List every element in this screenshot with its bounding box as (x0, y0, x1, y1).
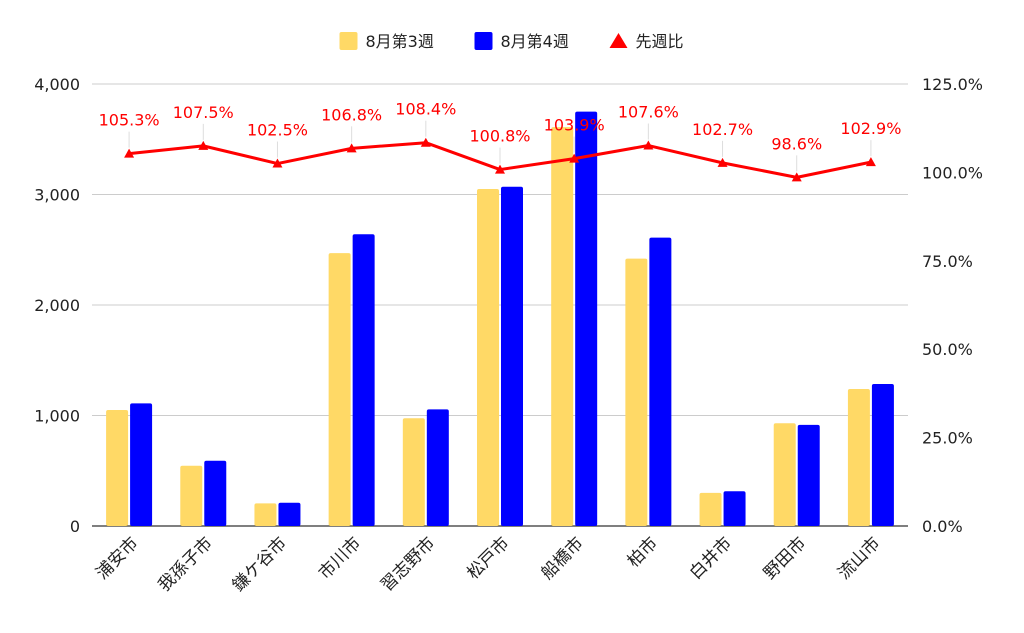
bar-week3 (477, 188, 499, 526)
ratio-marker (272, 158, 283, 168)
category-labels: 浦安市 我孫子市 鎌ケ谷市 市川市 習志野市 松戸市 船橋市 柏市 白井市 野田市 流山市 (92, 533, 884, 595)
ratio-data-label: 108.4% (395, 100, 456, 119)
legend-label: 8月第4週 (501, 32, 569, 51)
ratio-marker (198, 140, 209, 150)
bar-week4 (797, 424, 820, 526)
bar-week4 (723, 491, 746, 526)
ratio-data-label: 107.6% (618, 103, 679, 122)
category-label: 習志野市 (377, 533, 439, 595)
left-axis-tick-label: 3,000 (34, 186, 80, 205)
category-label: 野田市 (760, 533, 810, 583)
left-axis-tick-label: 2,000 (34, 296, 80, 315)
bar-week3 (773, 423, 796, 526)
category-label: 船橋市 (538, 533, 588, 583)
legend-swatch (609, 33, 628, 48)
bar-series (106, 111, 894, 526)
ratio-marker (569, 153, 580, 163)
category-label: 浦安市 (92, 533, 142, 583)
right-axis-tick-label: 125.0% (922, 75, 983, 94)
right-axis-tick-label: 50.0% (922, 340, 973, 359)
bar-week3 (699, 492, 722, 526)
ratio-marker (495, 164, 505, 174)
legend-swatch (474, 32, 493, 50)
bar-week4 (130, 403, 153, 526)
bar-week4 (575, 111, 598, 526)
legend-swatch (339, 32, 358, 50)
left-axis-ticks: 0 1,000 2,000 3,000 4,000 (34, 75, 80, 536)
bar-week4 (649, 237, 672, 526)
ratio-marker (865, 157, 876, 167)
bar-week3 (847, 388, 870, 526)
ratio-marker (717, 157, 728, 167)
ratio-data-label: 106.8% (321, 105, 382, 124)
right-axis-ticks: 0.0% 25.0% 50.0% 75.0% 100.0% 125.0% (922, 75, 983, 536)
ratio-data-label: 102.7% (692, 120, 753, 139)
ratio-marker (643, 140, 654, 150)
bar-week3 (551, 127, 574, 526)
category-label: 白井市 (686, 533, 736, 583)
right-axis-tick-label: 75.0% (922, 252, 973, 271)
bar-week3 (402, 418, 425, 526)
right-axis-tick-label: 25.0% (922, 429, 973, 448)
gridlines (92, 83, 908, 527)
bar-week4 (204, 460, 227, 526)
bar-week4 (278, 502, 301, 526)
category-label: 流山市 (834, 533, 884, 583)
left-axis-tick-label: 4,000 (34, 75, 80, 94)
bar-week3 (106, 409, 129, 526)
ratio-marker (346, 143, 357, 153)
ratio-marker (124, 148, 135, 158)
ratio-data-label: 100.8% (469, 127, 530, 146)
category-label: 我孫子市 (155, 533, 217, 595)
bar-week3 (254, 503, 277, 526)
ratio-data-label: 102.9% (840, 119, 901, 138)
left-axis-tick-label: 1,000 (34, 407, 80, 426)
category-label: 市川市 (315, 533, 365, 583)
ratio-data-label: 105.3% (99, 111, 160, 130)
legend: 8月第3週 8月第4週 先週比 (339, 32, 684, 51)
ratio-marker (420, 137, 431, 147)
bar-week4 (871, 384, 894, 526)
ratio-data-label: 107.5% (173, 103, 234, 122)
right-axis-tick-label: 0.0% (922, 517, 963, 536)
category-label: 鎌ケ谷市 (229, 533, 291, 595)
ratio-data-label: 103.9% (544, 116, 605, 135)
bar-week3 (180, 465, 203, 526)
bar-week4 (426, 409, 449, 526)
category-label: 柏市 (624, 533, 662, 571)
bar-week4 (501, 186, 523, 526)
ratio-data-label: 98.6% (771, 134, 822, 153)
ratio-line-series (124, 120, 876, 182)
bar-week4 (352, 234, 375, 526)
bar-week3 (328, 253, 351, 526)
legend-label: 先週比 (636, 32, 684, 51)
ratio-marker (791, 172, 802, 182)
category-label: 松戸市 (463, 533, 513, 583)
legend-label: 8月第3週 (366, 32, 434, 51)
ratio-data-labels: 105.3% 107.5% 102.5% 106.8% 108.4% 100.8% 103.… (99, 100, 902, 154)
ratio-data-label: 102.5% (247, 121, 308, 140)
bar-week3 (625, 258, 648, 526)
left-axis-tick-label: 0 (70, 517, 80, 536)
right-axis-tick-label: 100.0% (922, 163, 983, 182)
